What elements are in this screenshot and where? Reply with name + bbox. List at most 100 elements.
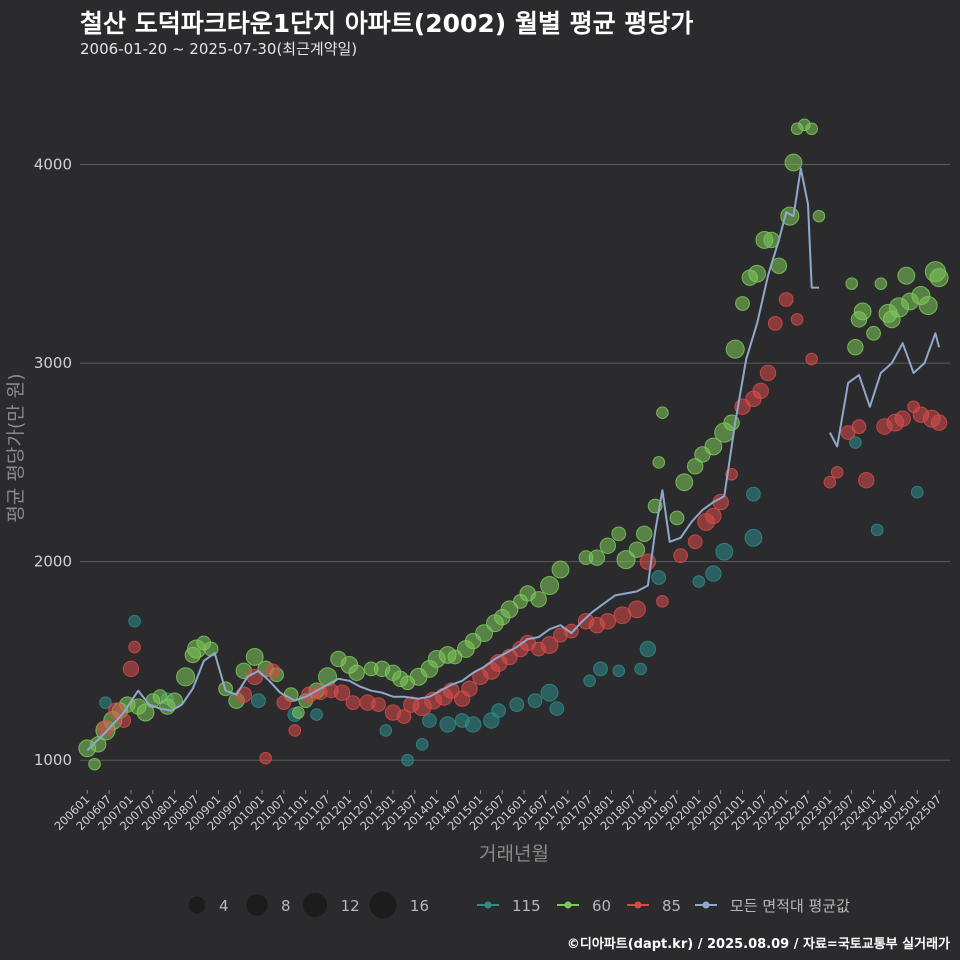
data-point — [715, 542, 734, 561]
data-point — [540, 683, 559, 702]
data-point — [415, 738, 429, 751]
data-point — [675, 473, 694, 492]
data-point — [259, 751, 272, 765]
data-point — [656, 595, 669, 608]
data-point — [176, 667, 196, 687]
data-point — [897, 266, 916, 285]
data-point — [805, 352, 818, 366]
size-legend-label: 4 — [219, 897, 229, 915]
data-point — [88, 757, 101, 771]
y-tick-label: 3000 — [34, 354, 72, 372]
data-point — [540, 636, 559, 654]
data-point — [549, 701, 565, 716]
x-axis-ticks: 2006012006072007012007072008012008072009… — [51, 790, 944, 833]
data-point — [805, 122, 818, 136]
series-legend-marker — [484, 901, 492, 909]
data-point — [250, 693, 266, 709]
data-point — [396, 709, 412, 724]
data-point — [611, 526, 627, 542]
data-point — [99, 696, 112, 709]
data-point — [705, 507, 722, 525]
size-legend-marker — [188, 896, 206, 914]
data-point — [588, 549, 606, 566]
data-point — [318, 667, 338, 687]
data-point — [527, 693, 543, 709]
data-point — [348, 664, 365, 682]
data-point — [599, 613, 617, 630]
size-legend-marker — [302, 892, 328, 918]
data-point — [439, 716, 456, 733]
data-point — [874, 277, 888, 290]
data-point — [812, 209, 826, 223]
data-point — [265, 663, 281, 679]
data-point — [744, 528, 763, 547]
data-point — [929, 268, 949, 288]
data-point — [725, 339, 745, 359]
data-point — [116, 713, 132, 728]
series-legend-marker — [564, 901, 572, 909]
data-point — [853, 302, 872, 321]
y-tick-label: 2000 — [34, 553, 72, 571]
data-point — [345, 695, 361, 711]
x-axis-label: 거래년월 — [479, 843, 549, 865]
y-tick-label: 1000 — [34, 751, 72, 769]
data-point — [612, 664, 626, 678]
y-tick-label: 4000 — [34, 156, 72, 174]
series-legend-label: 60 — [592, 897, 611, 915]
series-legend-label: 115 — [512, 897, 541, 915]
data-point — [333, 684, 351, 701]
data-point — [371, 697, 386, 712]
data-point — [673, 548, 689, 564]
data-point — [652, 456, 666, 469]
data-point — [918, 295, 938, 315]
data-point — [849, 436, 862, 449]
data-point — [292, 706, 305, 719]
data-point — [583, 674, 596, 688]
data-point — [910, 485, 924, 499]
data-point — [540, 575, 560, 595]
data-point — [894, 410, 911, 427]
average-line-layer — [86, 167, 941, 752]
data-point — [830, 465, 844, 479]
series-legend-label: 85 — [662, 897, 681, 915]
data-point — [128, 640, 141, 654]
data-point — [705, 565, 722, 582]
series-legend-marker — [634, 901, 642, 909]
source-credit: ©디아파트(dapt.kr) / 2025.08.09 / 자료=국토교통부 실… — [566, 937, 950, 952]
data-point — [235, 686, 253, 703]
data-point — [461, 680, 478, 697]
data-point — [686, 458, 704, 475]
data-point — [401, 753, 414, 767]
series-legend: 115 60 85 모든 면적대 평균값 — [477, 897, 850, 915]
data-point — [752, 382, 769, 400]
size-legend-label: 16 — [410, 897, 429, 915]
data-point — [851, 419, 867, 434]
data-point — [551, 560, 570, 579]
size-legend-marker — [246, 894, 268, 916]
data-point — [128, 614, 141, 628]
size-legend-marker — [369, 891, 397, 919]
data-point — [379, 724, 393, 737]
data-point — [704, 437, 723, 456]
data-point — [746, 486, 761, 502]
data-point — [122, 660, 140, 678]
average-line — [829, 332, 941, 448]
size-legend-label: 8 — [281, 897, 291, 915]
data-point — [823, 475, 837, 489]
average-line — [86, 167, 819, 752]
data-point — [866, 325, 881, 341]
y-axis-label: 평균 평당가(만 원) — [5, 373, 27, 522]
data-point — [310, 708, 323, 721]
data-point — [748, 264, 766, 283]
data-point — [422, 713, 437, 728]
data-point — [628, 541, 646, 558]
data-point — [97, 720, 114, 737]
data-point — [858, 472, 875, 489]
data-point — [491, 703, 506, 718]
data-point — [288, 724, 302, 737]
data-point — [790, 313, 804, 326]
data-point — [628, 600, 646, 619]
data-point — [870, 523, 884, 537]
data-point — [639, 553, 657, 570]
data-point — [245, 648, 264, 666]
